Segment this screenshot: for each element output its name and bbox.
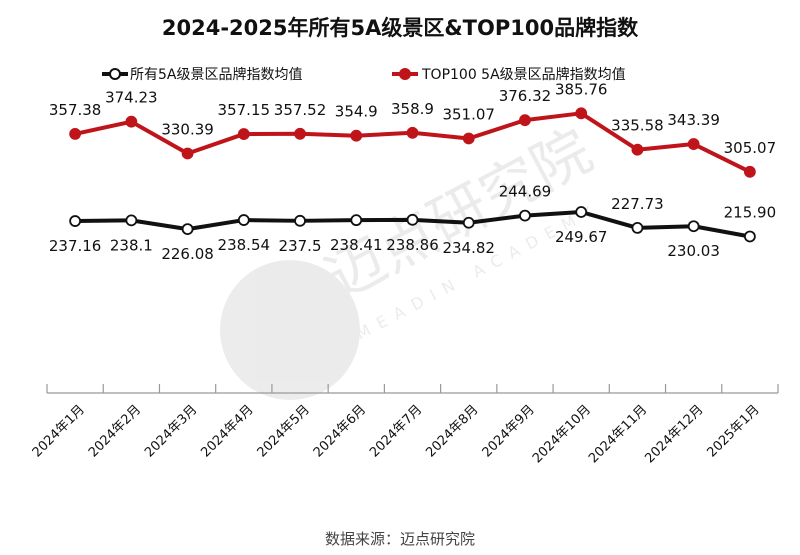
- data-label: 244.69: [499, 183, 552, 201]
- data-point: [575, 206, 588, 218]
- x-tick-label: 2024年11月: [586, 402, 650, 466]
- data-point: [519, 114, 531, 127]
- legend-marker: [109, 68, 121, 80]
- x-tick-label: 2024年12月: [642, 402, 706, 466]
- data-point: [631, 221, 644, 234]
- data-point: [743, 165, 756, 178]
- data-label: 237.16: [49, 237, 102, 255]
- data-label: 226.08: [161, 245, 214, 263]
- x-tick-label: 2025年1月: [704, 402, 762, 460]
- legend-marker: [399, 68, 411, 80]
- data-point: [181, 147, 194, 160]
- data-point: [743, 230, 756, 243]
- data-point: [462, 216, 475, 229]
- data-label: 238.41: [330, 236, 383, 254]
- data-label: 354.9: [335, 103, 378, 121]
- data-point: [125, 214, 138, 227]
- data-point: [69, 215, 82, 227]
- data-point: [181, 223, 194, 235]
- data-label: 249.67: [555, 228, 608, 246]
- x-tick-label: 2024年10月: [530, 402, 594, 466]
- data-point: [125, 115, 138, 128]
- data-point: [294, 127, 306, 140]
- chart-title: 2024-2025年所有5A级景区&TOP100品牌指数: [161, 16, 639, 40]
- data-label: 234.82: [442, 239, 495, 257]
- x-tick-label: 2024年9月: [480, 402, 538, 460]
- data-point: [237, 214, 250, 226]
- data-point: [237, 128, 250, 140]
- watermark-logo: [220, 260, 360, 400]
- data-point: [350, 129, 363, 142]
- data-label: 358.9: [391, 100, 434, 118]
- data-label: 357.52: [274, 101, 327, 119]
- data-label: 238.1: [110, 236, 153, 254]
- x-tick-label: 2024年1月: [30, 402, 88, 460]
- data-label: 357.38: [49, 101, 102, 119]
- data-label: 335.58: [611, 117, 664, 135]
- data-point: [575, 107, 588, 120]
- data-point: [631, 143, 644, 156]
- data-source: 数据来源：迈点研究院: [324, 530, 475, 548]
- data-label: 230.03: [667, 242, 720, 260]
- data-point: [406, 126, 419, 139]
- data-point: [687, 220, 700, 233]
- data-label: 330.39: [161, 120, 214, 138]
- data-point: [519, 209, 531, 222]
- data-label: 237.5: [279, 237, 322, 255]
- x-tick-label: 2024年3月: [142, 402, 200, 460]
- data-label: 238.86: [386, 236, 439, 254]
- x-tick-label: 2024年6月: [311, 402, 369, 460]
- legend-label: TOP100 5A级景区品牌指数均值: [421, 66, 626, 83]
- data-label: 227.73: [611, 195, 664, 213]
- data-point: [350, 214, 363, 227]
- data-label: 376.32: [499, 87, 552, 105]
- data-label: 374.23: [105, 89, 158, 107]
- data-point: [294, 214, 306, 227]
- data-label: 351.07: [442, 105, 495, 123]
- data-label: 215.90: [724, 203, 777, 221]
- x-tick-label: 2024年8月: [423, 402, 481, 460]
- x-tick-label: 2024年4月: [198, 402, 256, 460]
- x-tick-label: 2024年5月: [255, 402, 313, 460]
- legend-label: 所有5A级景区品牌指数均值: [130, 66, 302, 83]
- x-tick-label: 2024年2月: [86, 402, 144, 460]
- data-label: 343.39: [667, 111, 720, 129]
- data-label: 238.54: [218, 236, 271, 254]
- data-label: 357.15: [218, 101, 271, 119]
- data-label: 385.76: [555, 80, 608, 98]
- data-point: [462, 132, 475, 145]
- data-label: 305.07: [724, 139, 777, 157]
- data-point: [687, 138, 700, 150]
- data-point: [69, 127, 82, 140]
- data-point: [406, 213, 419, 226]
- x-tick-label: 2024年7月: [367, 402, 425, 460]
